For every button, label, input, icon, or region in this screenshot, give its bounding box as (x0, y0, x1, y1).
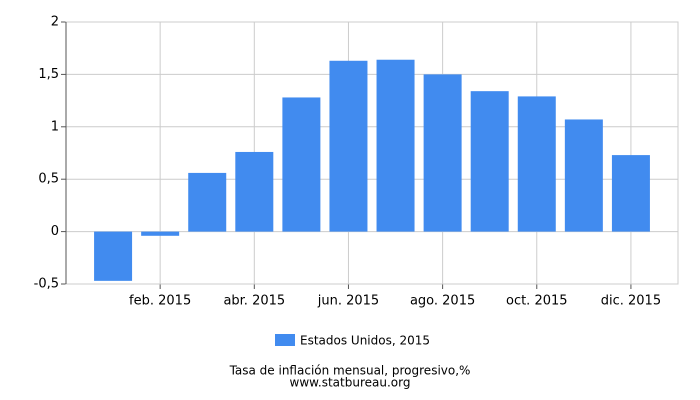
y-tick-label: -0,5 (34, 277, 59, 292)
bar (235, 151, 274, 232)
y-tick-label: 0 (51, 224, 59, 239)
x-tick-label: ago. 2015 (410, 294, 475, 309)
bar (282, 97, 321, 232)
y-tick-label: 1,5 (38, 67, 59, 82)
y-tick-label: 1 (51, 119, 59, 134)
x-tick-label: oct. 2015 (506, 294, 568, 309)
caption: Tasa de inflación mensual, progresivo,% (229, 364, 471, 378)
bar (611, 155, 650, 232)
caption: www.statbureau.org (290, 376, 411, 390)
bar (329, 60, 368, 232)
bar (423, 74, 462, 232)
bar (94, 231, 133, 281)
x-tick-label: jun. 2015 (317, 294, 379, 309)
bar (376, 59, 415, 232)
bar (141, 231, 180, 236)
bar (470, 91, 509, 232)
bar (188, 172, 227, 232)
x-tick-label: abr. 2015 (223, 294, 285, 309)
y-tick-label: 0,5 (38, 172, 59, 187)
y-tick-label: 2 (51, 15, 59, 30)
bar (564, 119, 603, 232)
x-tick-label: feb. 2015 (129, 294, 191, 309)
x-tick-label: dic. 2015 (601, 294, 661, 309)
bar (517, 96, 556, 232)
legend-label: Estados Unidos, 2015 (300, 334, 430, 348)
legend-swatch (275, 334, 295, 346)
